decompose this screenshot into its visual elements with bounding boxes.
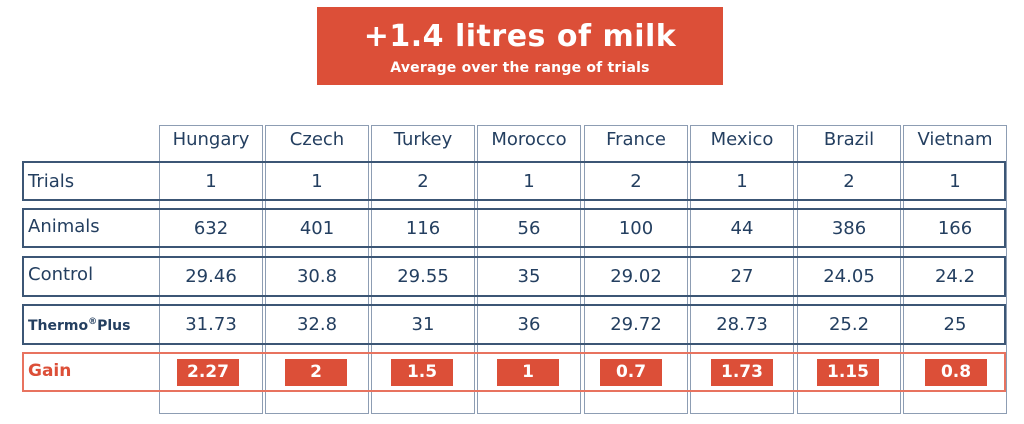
table-cell: 27 — [730, 266, 754, 287]
table-cell: 31 — [411, 314, 435, 335]
headline-title: +1.4 litres of milk — [363, 19, 677, 54]
headline-subtitle: Average over the range of trials — [390, 60, 650, 76]
column-header: France — [606, 129, 666, 150]
gain-badge: 2.27 — [177, 359, 239, 386]
row-label-trials: Trials — [28, 171, 75, 192]
table-cell: 25.2 — [828, 314, 870, 335]
row-label-gain: Gain — [28, 361, 72, 381]
table-row-gain — [22, 352, 1006, 392]
table-cell: 29.46 — [185, 266, 237, 287]
table-cell: 1 — [311, 171, 323, 192]
table-cell: 1 — [736, 171, 748, 192]
table-row-control — [22, 256, 1006, 297]
gain-badge: 1.5 — [391, 359, 453, 386]
gain-badge: 2 — [285, 359, 347, 386]
column-frame-morocco — [477, 125, 581, 414]
table-cell: 401 — [299, 218, 335, 239]
column-frame-mexico — [690, 125, 794, 414]
table-cell: 632 — [193, 218, 229, 239]
table-cell: 30.8 — [296, 266, 338, 287]
table-cell: 32.8 — [296, 314, 338, 335]
table-cell: 24.05 — [823, 266, 875, 287]
column-frame-turkey — [371, 125, 475, 414]
column-header: Vietnam — [917, 129, 993, 150]
table-cell: 44 — [730, 218, 754, 239]
column-header: Czech — [289, 129, 345, 150]
column-header: Mexico — [710, 129, 774, 150]
table-cell: 29.02 — [610, 266, 662, 287]
table-cell: 56 — [517, 218, 541, 239]
column-frame-france — [584, 125, 688, 414]
gain-badge: 1.15 — [817, 359, 879, 386]
table-cell: 2 — [630, 171, 642, 192]
gain-badge: 0.7 — [600, 359, 662, 386]
table-cell: 1 — [523, 171, 535, 192]
gain-badge: 1.73 — [711, 359, 773, 386]
table-row-animals — [22, 208, 1006, 248]
gain-badge: 0.8 — [925, 359, 987, 386]
table-cell: 166 — [937, 218, 973, 239]
table-cell: 29.72 — [610, 314, 662, 335]
row-label-animals: Animals — [28, 216, 100, 237]
column-header: Hungary — [172, 129, 250, 150]
table-cell: 2 — [417, 171, 429, 192]
table-cell: 2 — [843, 171, 855, 192]
table-cell: 1 — [949, 171, 961, 192]
row-label-thermoplus: Thermo®Plus — [28, 317, 131, 334]
table-row-thermoplus — [22, 304, 1006, 345]
table-cell: 31.73 — [185, 314, 237, 335]
column-header: Turkey — [393, 129, 453, 150]
table-cell: 29.55 — [397, 266, 449, 287]
table-cell: 24.2 — [934, 266, 976, 287]
brand-name: Thermo — [28, 318, 89, 334]
table-cell: 35 — [517, 266, 541, 287]
registered-mark: ® — [88, 317, 98, 327]
column-frame-vietnam — [903, 125, 1007, 414]
gain-badge: 1 — [497, 359, 559, 386]
column-frame-hungary — [159, 125, 263, 414]
table-cell: 25 — [943, 314, 967, 335]
row-label-control: Control — [28, 264, 94, 285]
table-cell: 28.73 — [716, 314, 768, 335]
brand-suffix: Plus — [97, 318, 131, 334]
table-cell: 1 — [205, 171, 217, 192]
column-frame-czech — [265, 125, 369, 414]
table-cell: 36 — [517, 314, 541, 335]
table-cell: 116 — [405, 218, 441, 239]
table-row-trials — [22, 161, 1006, 201]
table-cell: 100 — [618, 218, 654, 239]
headline-banner: +1.4 litres of milk Average over the ran… — [317, 7, 723, 85]
table-cell: 386 — [831, 218, 867, 239]
column-header: Morocco — [491, 129, 567, 150]
column-frame-brazil — [797, 125, 901, 414]
column-header: Brazil — [823, 129, 875, 150]
